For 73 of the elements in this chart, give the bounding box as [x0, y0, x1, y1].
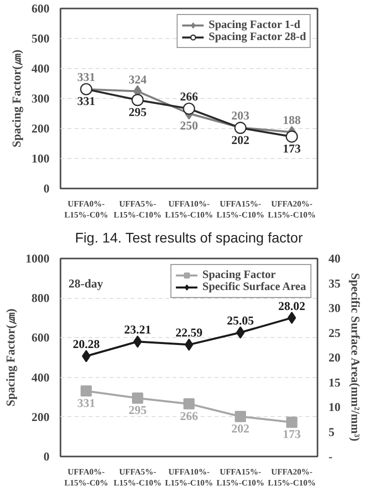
y-tick-label: 200: [32, 122, 50, 136]
x-tick-label: UFFA10%-L15%-C10%: [165, 200, 213, 220]
caption: Fig. 14. Test results of spacing factor: [75, 230, 304, 246]
data-label: 203: [231, 108, 250, 123]
x-tick-label: UFFA10%-L15%-C10%: [165, 468, 213, 488]
x-tick-label: UFFA0%-L15%-C0%: [64, 468, 108, 488]
data-label: 324: [128, 72, 147, 86]
legend-label: Specific Surface Area: [202, 281, 306, 293]
point: [286, 416, 298, 428]
point: [80, 385, 92, 397]
y-tick-label: 400: [32, 62, 50, 76]
y2-tick-label: 15: [328, 375, 340, 390]
y-tick-label: 100: [32, 152, 50, 166]
data-label: 202: [231, 422, 250, 436]
data-label: 28.02: [278, 298, 306, 313]
x-tick-label: UFFA20%-L15%-C10%: [268, 200, 316, 220]
y-tick-label: 0: [44, 182, 50, 196]
y-tick-label: 300: [32, 92, 50, 106]
y-tick-label: 200: [32, 410, 50, 424]
x-tick-label: UFFA5%-L15%-C10%: [114, 468, 162, 488]
y2-tick-label: 20: [328, 350, 340, 364]
x-tick-label: UFFA15%-L15%-C10%: [216, 200, 264, 220]
data-label: 20.28: [72, 337, 100, 352]
y-tick-label: 800: [32, 291, 50, 306]
y2-tick-label: 5: [328, 424, 334, 439]
x-tick-label: UFFA0%-L15%-C0%: [64, 200, 108, 220]
point: [234, 410, 246, 422]
y-tick-label: 0: [44, 450, 50, 464]
data-label: 295: [128, 403, 147, 418]
data-label: 23.21: [124, 322, 152, 337]
legend-label: Spacing Factor 1-d: [208, 19, 300, 31]
data-label: 25.05: [226, 314, 254, 328]
data-label: 266: [180, 90, 198, 104]
point: [182, 102, 196, 115]
y-tick-label: 500: [32, 32, 50, 46]
y-tick-label: 600: [32, 330, 50, 345]
point: [286, 130, 298, 143]
data-label: 266: [180, 408, 198, 423]
point: [132, 94, 144, 106]
y-tick-label: 1000: [26, 252, 50, 266]
y2-tick-label: 40: [328, 252, 340, 266]
y2-tick-label: 35: [328, 276, 340, 290]
x-tick-label: UFFA15%-L15%-C10%: [216, 468, 264, 488]
data-label: 331: [77, 70, 96, 84]
x-tick-label: UFFA20%-L15%-C10%: [268, 468, 316, 488]
y2-tick-label: 10: [328, 400, 340, 414]
data-label: 295: [128, 105, 147, 119]
y2-axis-title: Specific Surface Area(mm²/mm³): [348, 273, 362, 442]
point: [133, 336, 142, 348]
y-tick-label: 400: [32, 370, 50, 384]
y2-tick-label: 30: [328, 301, 340, 315]
data-label: 188: [282, 113, 301, 128]
point: [82, 350, 90, 362]
point: [183, 398, 195, 410]
legend-label: Spacing Factor 28-d: [208, 31, 306, 43]
legend-label: Spacing Factor: [202, 269, 276, 281]
y2-tick-label: 25: [328, 326, 340, 340]
y-axis-title: Spacing Factor(㎛): [4, 308, 18, 406]
data-label: 173: [282, 427, 301, 442]
annotation: 28-day: [68, 276, 104, 290]
data-label: 331: [77, 396, 96, 410]
x-tick-label: UFFA5%-L15%-C10%: [114, 200, 162, 220]
point: [184, 338, 194, 351]
point: [132, 392, 144, 404]
y2-tick-label: -: [328, 450, 332, 464]
data-label: 173: [282, 142, 301, 156]
data-label: 331: [77, 94, 96, 108]
data-label: 202: [231, 132, 250, 147]
point: [288, 312, 296, 324]
y-axis-title: Spacing Factor(㎛): [10, 50, 24, 148]
data-label: 250: [180, 118, 198, 132]
data-label: 22.59: [176, 326, 202, 340]
y-tick-label: 600: [32, 2, 50, 16]
